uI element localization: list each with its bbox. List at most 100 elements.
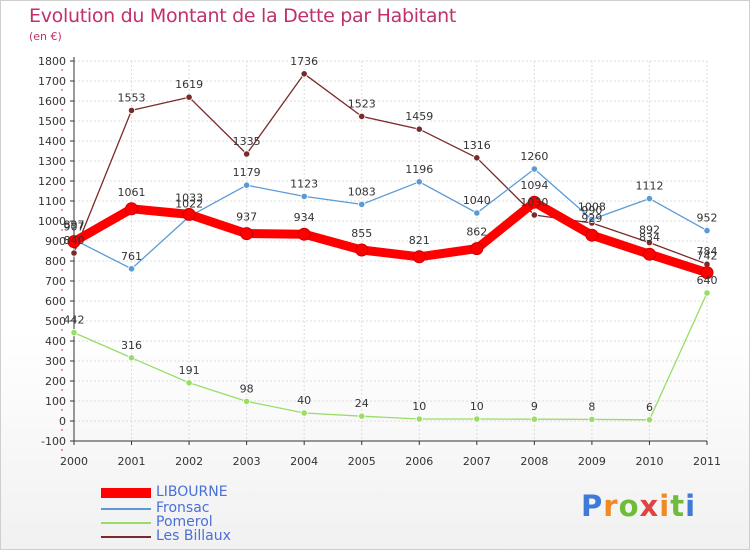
data-point — [415, 178, 423, 186]
data-point — [415, 125, 423, 133]
data-point — [530, 211, 538, 219]
y-tick-label: 1800 — [38, 55, 66, 68]
data-point — [473, 209, 481, 217]
data-point — [645, 416, 654, 424]
data-point — [70, 249, 78, 257]
data-label: 1260 — [520, 150, 548, 163]
logo-letter: P — [581, 489, 604, 523]
data-point — [300, 409, 308, 417]
data-point — [70, 328, 78, 337]
data-point — [700, 266, 714, 280]
data-point — [585, 228, 599, 242]
y-tick-label: 1300 — [38, 155, 66, 168]
data-label: 855 — [351, 227, 372, 240]
data-point — [473, 154, 481, 162]
data-point — [125, 202, 139, 216]
data-label: 834 — [639, 231, 660, 244]
x-tick-label: 2003 — [233, 455, 261, 468]
y-tick-label: 1600 — [38, 95, 66, 108]
data-point — [358, 412, 366, 420]
data-label: 640 — [697, 274, 718, 287]
data-label: 1112 — [635, 180, 663, 193]
x-tick-label: 2006 — [405, 455, 433, 468]
data-label: 1008 — [578, 200, 606, 213]
y-tick-label: 500 — [45, 315, 66, 328]
x-tick-label: 2002 — [175, 455, 203, 468]
data-point — [530, 165, 538, 173]
y-tick-label: 900 — [45, 235, 66, 248]
data-label: 840 — [64, 234, 85, 247]
data-point — [645, 239, 654, 247]
logo-letter: i — [685, 489, 697, 523]
data-point — [642, 247, 656, 261]
data-point — [185, 93, 193, 101]
x-tick-label: 2004 — [290, 455, 318, 468]
data-point — [703, 227, 711, 235]
data-point — [355, 243, 369, 257]
y-tick-label: 600 — [45, 295, 66, 308]
y-tick-label: 700 — [45, 275, 66, 288]
logo-letter: r — [603, 489, 619, 523]
data-label: 1094 — [520, 179, 548, 192]
data-label: 929 — [581, 212, 602, 225]
data-label: 1553 — [118, 91, 146, 104]
data-point — [67, 235, 81, 249]
data-label: 1619 — [175, 78, 203, 91]
data-point — [588, 215, 596, 223]
x-tick-label: 2008 — [520, 455, 548, 468]
legend-label: Les Billaux — [156, 528, 231, 544]
data-point — [412, 250, 426, 264]
y-tick-label: 1200 — [38, 175, 66, 188]
y-tick-label: 300 — [45, 355, 66, 368]
data-point — [358, 112, 366, 121]
data-label: 952 — [697, 212, 718, 225]
data-point — [297, 227, 311, 241]
data-point — [415, 415, 423, 423]
data-label: 10 — [470, 400, 484, 413]
legend-swatch — [101, 508, 151, 510]
series-line-libourne — [69, 197, 712, 278]
data-point — [185, 379, 193, 387]
x-tick-label: 2000 — [60, 455, 88, 468]
data-label: 821 — [409, 234, 430, 247]
data-label: 442 — [64, 314, 85, 327]
data-point — [703, 289, 711, 297]
y-tick-label: 400 — [45, 335, 66, 348]
data-label: 6 — [646, 401, 653, 414]
legend-item: Fronsac — [101, 501, 361, 516]
legend-item: Les Billaux — [101, 528, 361, 544]
data-point — [243, 181, 251, 189]
legend-label: LIBOURNE — [156, 484, 228, 500]
data-point — [127, 354, 136, 362]
data-point — [527, 195, 541, 209]
x-tick-label: 2011 — [693, 455, 721, 468]
legend: LIBOURNE Fronsac Pomerol Les Billaux — [101, 485, 361, 544]
data-point — [358, 200, 366, 208]
data-point — [470, 242, 484, 256]
data-point — [645, 195, 654, 203]
y-tick-label: -100 — [41, 435, 66, 448]
data-label: 9 — [531, 400, 538, 413]
data-label: 784 — [697, 245, 718, 258]
data-point — [127, 106, 136, 115]
y-tick-label: 1500 — [38, 115, 66, 128]
data-label: 1179 — [233, 166, 261, 179]
logo-letter: t — [670, 489, 686, 523]
data-label: 1459 — [405, 110, 433, 123]
data-label: 1030 — [520, 196, 548, 209]
data-point — [243, 397, 251, 405]
data-label: 897 — [64, 219, 85, 232]
y-tick-label: 1000 — [38, 215, 66, 228]
x-tick-label: 2001 — [118, 455, 146, 468]
legend-label: Pomerol — [156, 514, 213, 530]
legend-item: LIBOURNE — [101, 485, 361, 501]
logo-letter: i — [659, 489, 671, 523]
data-point — [300, 192, 308, 200]
data-label: 1335 — [233, 135, 261, 148]
x-tick-label: 2010 — [635, 455, 663, 468]
logo-letter: o — [618, 489, 640, 523]
y-tick-label: 200 — [45, 375, 66, 388]
data-label: 1022 — [175, 198, 203, 211]
